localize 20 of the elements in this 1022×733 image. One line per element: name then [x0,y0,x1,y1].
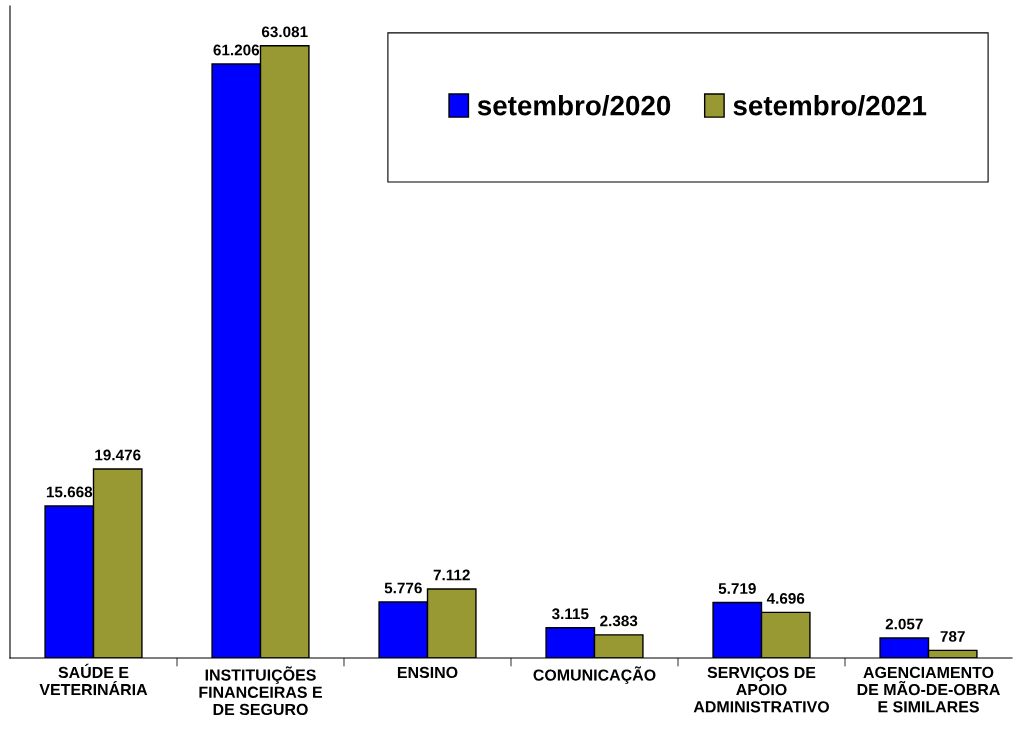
x-tick-label: SAÚDE E VETERINÁRIA [39,663,148,696]
x-tick-label: ENSINO [397,666,458,679]
legend-label: setembro/2020 [477,95,671,116]
data-label: 5.719 [718,583,756,594]
data-label: 63.081 [261,26,308,38]
data-label: 787 [940,630,965,642]
data-label: 3.115 [551,608,589,620]
data-label: 61.206 [213,44,260,56]
data-label: 2.057 [885,618,923,630]
data-label: 4.696 [766,593,805,604]
data-label: 19.476 [95,449,141,461]
legend-label: setembro/2021 [733,95,927,116]
data-label: 2.383 [600,615,638,627]
x-tick-label: AGENCIAMENTO DE MÃO-DE-OBRA E SIMILARES [857,666,1000,713]
data-label: 5.776 [384,582,422,594]
data-label: 15.668 [46,486,93,498]
x-tick-label: COMUNICAÇÃO [533,666,656,684]
x-tick-label: INSTITUIÇÕES FINANCEIRAS E DE SEGURO [199,666,322,716]
x-tick-label: SERVIÇOS DE APOIO ADMINISTRATIVO [693,666,830,713]
data-label: 7.112 [433,569,470,581]
